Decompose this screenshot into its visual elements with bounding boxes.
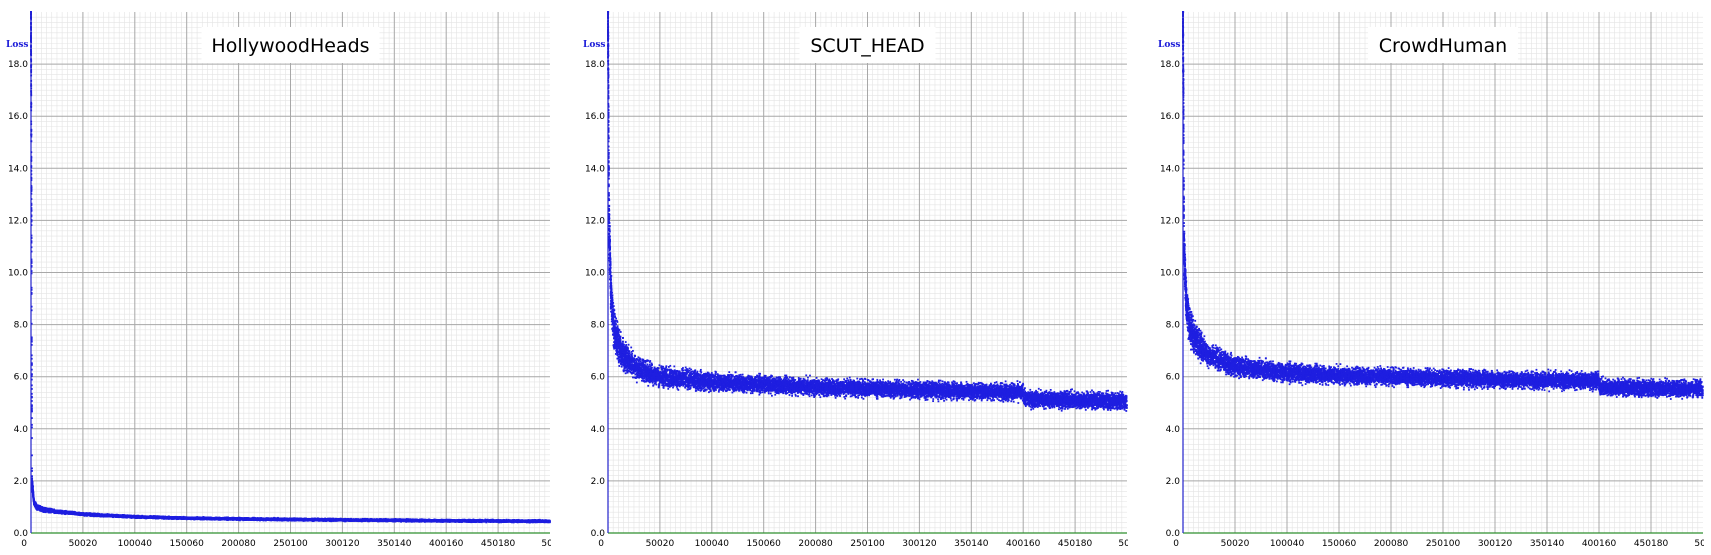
chart-panel-0: 0.02.04.06.08.010.012.014.016.018.00 5002… xyxy=(6,11,591,551)
data-point xyxy=(31,475,33,478)
major-grid xyxy=(31,12,550,533)
data-point xyxy=(30,408,33,411)
data-point xyxy=(30,405,33,408)
data-point xyxy=(30,407,33,410)
data-point xyxy=(31,467,33,470)
data-series xyxy=(30,11,551,524)
data-point xyxy=(31,470,33,472)
data-point xyxy=(30,340,33,343)
